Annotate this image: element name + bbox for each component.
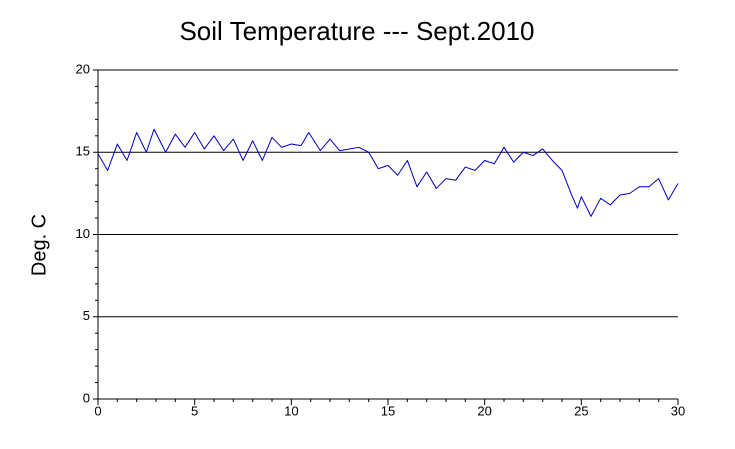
x-tick-label: 30 [671, 403, 685, 418]
x-tick-label: 15 [381, 403, 395, 418]
y-tick-label: 15 [76, 144, 90, 159]
data-line [97, 128, 679, 217]
x-tick-label: 20 [477, 403, 491, 418]
x-tick-label: 25 [574, 403, 588, 418]
y-axis-label: Deg. C [28, 214, 50, 276]
x-tick-label: 10 [284, 403, 298, 418]
x-tick-label: 0 [94, 403, 101, 418]
y-tick-label: 20 [76, 61, 90, 76]
y-tick-label: 0 [83, 390, 90, 405]
x-tick-label: 5 [191, 403, 198, 418]
chart-title: Soil Temperature --- Sept.2010 [179, 16, 534, 46]
y-tick-label: 10 [76, 226, 90, 241]
y-tick-label: 5 [83, 308, 90, 323]
